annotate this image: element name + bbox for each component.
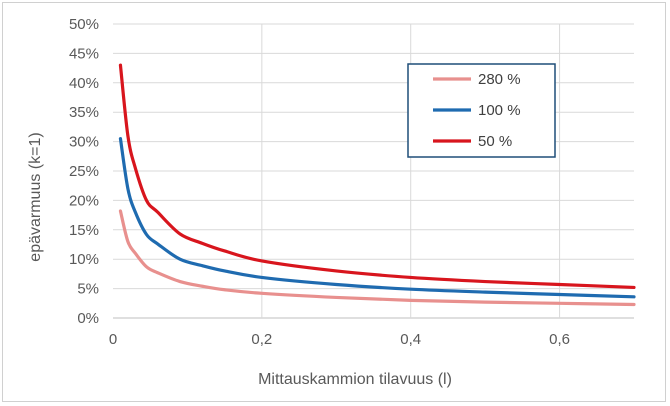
legend-box	[407, 63, 556, 158]
x-tick-label: 0	[109, 331, 117, 348]
series-line-3	[118, 63, 636, 290]
y-tick-label: 5%	[77, 281, 99, 298]
legend-label: 100 %	[478, 102, 521, 119]
y-tick-label: 25%	[69, 163, 99, 180]
legend-label: 50 %	[478, 133, 512, 150]
legend: 280 % 100 % 50 %	[407, 63, 556, 158]
y-tick-label: 20%	[69, 192, 99, 209]
x-tick-label: 0,2	[251, 331, 272, 348]
y-tick-label: 10%	[69, 251, 99, 268]
x-axis-title: Mittauskammion tilavuus (l)	[258, 371, 452, 388]
x-tick-label: 0,4	[400, 331, 421, 348]
y-tick-label: 45%	[69, 45, 99, 62]
y-tick-label: 30%	[69, 134, 99, 151]
legend-label: 280 %	[478, 71, 521, 88]
y-tick-label: 15%	[69, 222, 99, 239]
x-tick-labels: 0 0,2 0,4 0,6	[109, 331, 570, 348]
series-line-2	[118, 137, 636, 299]
y-tick-label: 40%	[69, 75, 99, 92]
series-line-1	[118, 209, 636, 307]
y-axis-title: epävarmuus (k=1)	[27, 132, 44, 261]
x-tick-label: 0,6	[549, 331, 570, 348]
y-tick-label: 35%	[69, 104, 99, 121]
y-tick-label: 50%	[69, 16, 99, 33]
y-tick-label: 0%	[77, 310, 99, 327]
y-tick-labels: 0% 5% 10% 15% 20% 25% 30% 35% 40% 45% 50%	[69, 16, 99, 327]
series-lines	[118, 63, 636, 307]
